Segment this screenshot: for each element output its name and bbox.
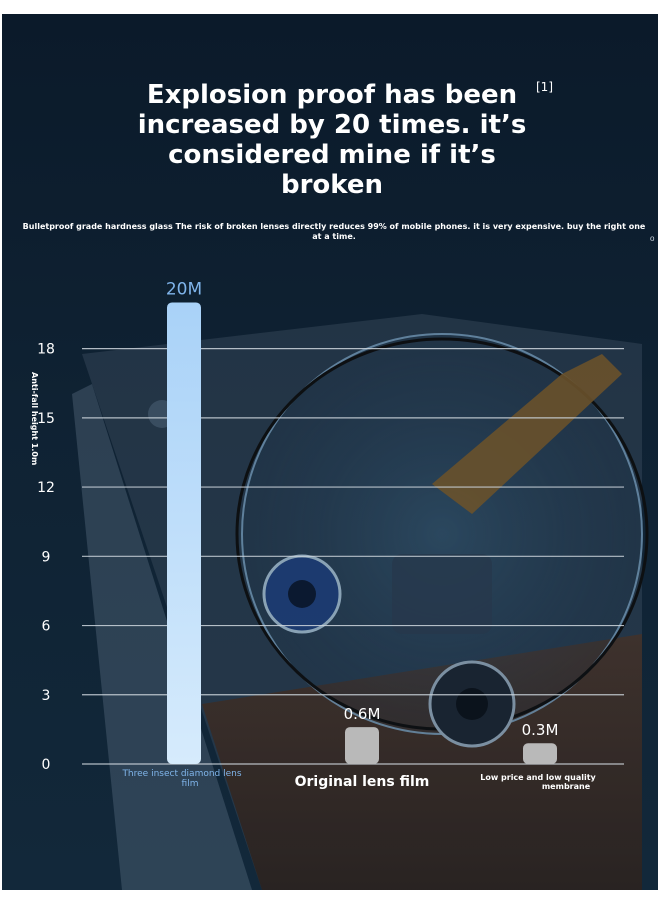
reference-marker: [1] bbox=[536, 80, 553, 94]
y-axis: 0 3 6 9 12 15 18 bbox=[37, 342, 55, 773]
subtitle: Bulletproof grade hardness glass The ris… bbox=[22, 222, 646, 241]
y-tick-label: 12 bbox=[37, 480, 55, 496]
y-tick-label: 18 bbox=[37, 342, 55, 358]
y-axis-label: Anti-fall height 1.0m bbox=[30, 372, 39, 465]
phone-illustration bbox=[72, 314, 649, 890]
bar bbox=[523, 743, 557, 764]
value-labels: 20M 0.6M 0.3M bbox=[166, 279, 559, 739]
y-tick-label: 15 bbox=[37, 411, 55, 427]
y-tick-label: 9 bbox=[42, 549, 51, 565]
y-tick-label: 0 bbox=[42, 757, 51, 773]
chart: 0 3 6 9 12 15 18 Anti-fall height 1.0m 20M 0.6M… bbox=[30, 279, 649, 890]
bars bbox=[167, 302, 557, 764]
poster-panel: Explosion proof has been increased by 20… bbox=[2, 14, 658, 890]
value-label: 0.6M bbox=[344, 705, 381, 723]
y-tick-label: 3 bbox=[42, 688, 51, 704]
category-labels: Three insect diamond lens film Original le… bbox=[121, 769, 596, 791]
category-label: Three insect diamond lens film bbox=[121, 769, 241, 789]
category-label: Low price and low quality membrane bbox=[480, 773, 596, 791]
bar bbox=[345, 727, 379, 764]
y-tick-label: 6 bbox=[42, 619, 51, 635]
category-label: Original lens film bbox=[295, 774, 430, 790]
bar bbox=[167, 302, 201, 764]
value-label: 20M bbox=[166, 279, 202, 299]
headline: Explosion proof has been increased by 20… bbox=[137, 80, 527, 200]
value-label: 0.3M bbox=[522, 721, 559, 739]
edge-glyph: o bbox=[650, 234, 655, 243]
